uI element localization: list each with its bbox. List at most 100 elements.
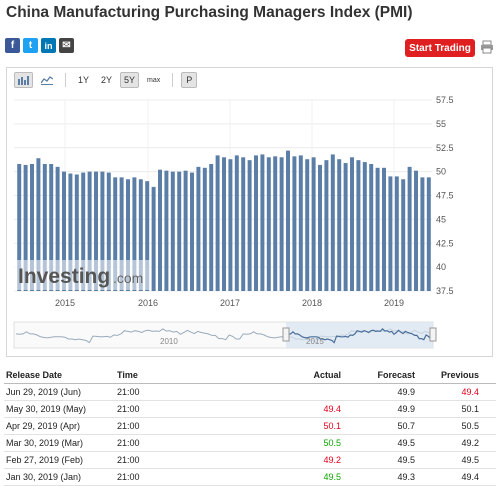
bar[interactable] [228,159,233,291]
p-button[interactable]: P [181,72,198,88]
navigator-right-handle[interactable] [429,327,437,342]
forecast-cell: 49.9 [397,387,415,397]
bar[interactable] [324,160,329,291]
bar[interactable] [183,170,188,291]
bar[interactable] [42,163,47,291]
bar[interactable] [337,159,342,291]
release-date-cell: Jan 30, 2019 (Jan) [6,472,82,482]
range-2y-button[interactable]: 2Y [101,75,113,85]
bar[interactable] [106,172,111,291]
header-time: Time [117,369,138,380]
bar[interactable] [414,170,418,291]
header-actual: Actual [313,369,341,380]
start-trading-button[interactable]: Start Trading [405,39,475,57]
range-max-button[interactable]: max [147,76,161,84]
bar[interactable] [81,172,86,291]
bar[interactable] [318,164,322,291]
bar[interactable] [113,177,118,291]
bar[interactable] [311,157,316,291]
print-icon[interactable] [480,40,494,54]
bar[interactable] [279,157,284,291]
email-icon[interactable]: ✉ [59,38,74,53]
bar[interactable] [382,167,386,291]
bar[interactable] [305,159,310,291]
bar[interactable] [330,154,335,291]
bar[interactable] [426,177,431,291]
bar[interactable] [119,177,124,291]
bar[interactable] [234,155,239,291]
bar[interactable] [55,166,60,291]
navigator-selection[interactable] [286,322,433,348]
time-cell: 21:00 [117,455,140,465]
bar[interactable] [74,174,79,291]
bar[interactable] [164,170,169,291]
bar[interactable] [62,171,66,292]
bar[interactable] [145,181,150,291]
bar[interactable] [190,172,194,291]
bar[interactable] [247,160,252,291]
bar[interactable] [356,160,361,291]
bar[interactable] [260,154,265,291]
bar[interactable] [350,157,354,291]
navigator[interactable]: 2010 2015 [13,321,437,349]
bar[interactable] [388,176,393,291]
bar[interactable] [298,155,303,291]
bar[interactable] [170,171,175,292]
facebook-icon[interactable]: f [5,38,20,53]
bar[interactable] [23,164,28,291]
table-header-row: Release Date Time Actual Forecast Previo… [4,366,496,384]
bar[interactable] [292,156,297,291]
bar[interactable] [100,171,105,292]
table-row: May 30, 2019 (May) 21:00 49.4 49.9 50.1 [4,401,496,418]
bar[interactable] [273,156,278,291]
bar[interactable] [241,157,246,291]
bar[interactable] [209,163,214,291]
bar[interactable] [94,171,98,292]
bar[interactable] [132,177,137,291]
bar[interactable] [151,186,156,291]
linkedin-icon[interactable]: in [41,38,56,53]
x-tick-label: 2015 [55,298,75,308]
bar[interactable] [158,169,162,291]
bar[interactable] [369,163,374,291]
bar[interactable] [49,163,54,291]
previous-cell: 50.5 [461,421,479,431]
bar[interactable] [254,155,258,291]
bar[interactable] [407,166,412,291]
bar[interactable] [343,163,348,291]
bar[interactable] [36,158,41,291]
area-chart-icon[interactable] [37,72,57,88]
bar[interactable] [215,155,220,291]
bar[interactable] [401,179,406,291]
toolbar-divider [172,73,174,87]
bar[interactable] [196,166,201,291]
time-cell: 21:00 [117,421,140,431]
y-tick-label: 47.5 [436,191,454,201]
bar[interactable] [138,179,143,291]
bar[interactable] [266,157,271,291]
header-release-date: Release Date [6,369,63,380]
bar[interactable] [126,179,130,291]
toolbar-divider [65,73,66,87]
bar[interactable] [222,157,226,291]
bar[interactable] [420,177,425,291]
bar[interactable] [30,163,34,291]
navigator-left-handle[interactable] [282,327,290,342]
bar[interactable] [375,167,380,291]
range-1y-button[interactable]: 1Y [78,75,90,85]
bar[interactable] [17,163,22,291]
bar[interactable] [394,176,399,291]
bar[interactable] [202,167,207,291]
bar[interactable] [68,173,73,291]
previous-cell: 50.1 [461,404,479,414]
twitter-icon[interactable]: t [23,38,38,53]
bar[interactable] [362,162,367,291]
range-5y-button[interactable]: 5Y [120,72,140,88]
previous-cell: 49.4 [461,472,479,482]
bar[interactable] [87,171,92,292]
table-row: Mar 30, 2019 (Mar) 21:00 50.5 49.5 49.2 [4,435,496,452]
forecast-cell: 49.5 [397,438,415,448]
bar-chart-icon[interactable] [14,72,33,88]
bar[interactable] [177,171,182,292]
bar[interactable] [286,150,290,291]
